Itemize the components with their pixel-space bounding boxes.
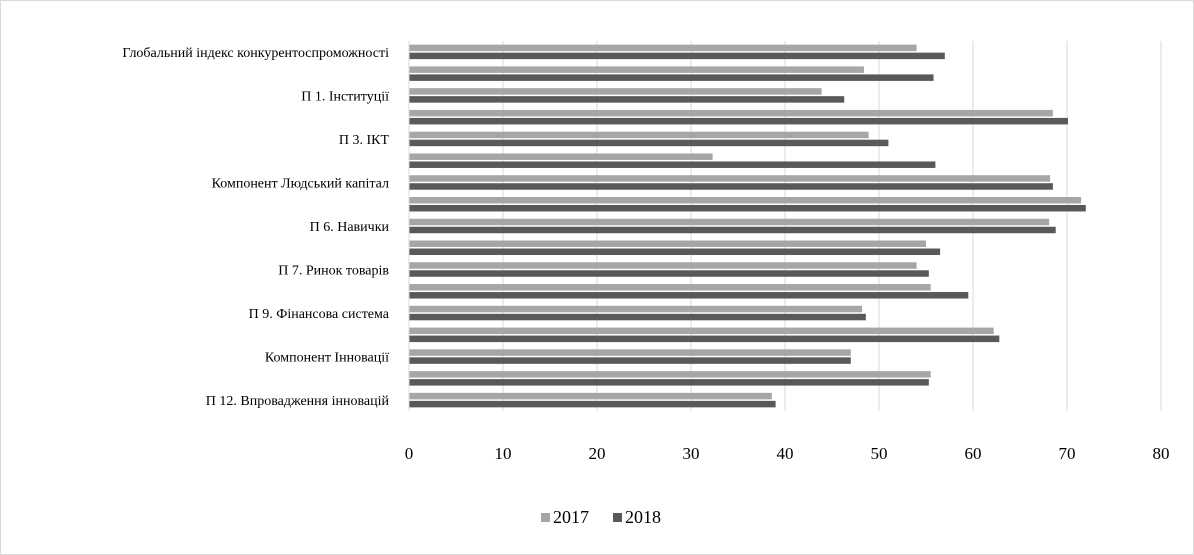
bar-2017-13	[409, 327, 994, 335]
bar-2018-12	[409, 313, 866, 321]
x-tick-label: 0	[405, 444, 414, 463]
legend-swatch-2017	[541, 513, 550, 522]
bar-2018-3	[409, 117, 1068, 125]
bar-2018-13	[409, 335, 1000, 343]
x-tick-label: 40	[777, 444, 794, 463]
bar-2018-4	[409, 139, 889, 147]
category-label: П 3. ІКТ	[339, 133, 390, 148]
category-label: П 7. Ринок товарів	[278, 264, 389, 279]
category-label: П 9. Фінансова система	[249, 307, 390, 322]
category-label: П 12. Впровадження інновацій	[206, 394, 390, 409]
bar-2018-9	[409, 248, 941, 256]
bar-2017-3	[409, 109, 1053, 117]
category-label: П 1. Інституції	[301, 89, 389, 104]
bar-2017-12	[409, 305, 863, 313]
legend-label-2017: 2017	[553, 507, 589, 527]
bar-2017-10	[409, 262, 917, 269]
x-tick-label: 70	[1059, 444, 1076, 463]
legend-swatch-2018	[613, 513, 622, 522]
x-tick-label: 20	[589, 444, 606, 463]
category-labels: Глобальний індекс конкурентоспроможності…	[122, 46, 389, 409]
bar-2017-0	[409, 44, 917, 52]
bar-2017-11	[409, 284, 931, 291]
x-tick-label: 30	[683, 444, 700, 463]
bar-2018-1	[409, 74, 934, 81]
bar-2018-11	[409, 292, 969, 299]
category-label: П 6. Навички	[310, 220, 390, 235]
bar-2017-16	[409, 392, 772, 400]
bar-2017-1	[409, 66, 864, 73]
bar-2018-10	[409, 270, 929, 277]
bar-2018-7	[409, 204, 1086, 212]
category-label: Компонент Людський капітал	[212, 176, 389, 191]
x-tick-labels: 0 10 20 30 40 50 60 70 80	[405, 444, 1170, 463]
bar-2018-14	[409, 357, 851, 364]
legend: 2017 2018	[541, 507, 661, 527]
x-tick-label: 80	[1153, 444, 1170, 463]
bars	[409, 44, 1086, 408]
bar-2017-4	[409, 131, 869, 139]
bar-2017-14	[409, 349, 851, 356]
bar-2017-7	[409, 196, 1082, 204]
bar-2017-6	[409, 175, 1051, 182]
bar-2018-0	[409, 52, 945, 60]
category-label: Компонент Інновації	[265, 351, 389, 366]
bar-2017-9	[409, 240, 926, 248]
bar-2017-8	[409, 218, 1050, 226]
bar-2018-15	[409, 379, 929, 386]
bar-2018-6	[409, 183, 1053, 190]
category-label: Глобальний індекс конкурентоспроможності	[122, 46, 389, 61]
bar-2018-2	[409, 96, 845, 103]
bar-2017-15	[409, 371, 931, 378]
bar-2017-2	[409, 88, 822, 95]
grid-lines	[408, 41, 1162, 411]
x-tick-label: 60	[965, 444, 982, 463]
x-tick-label: 10	[495, 444, 512, 463]
bar-2018-5	[409, 161, 936, 168]
bar-2017-5	[409, 153, 713, 160]
bar-2018-8	[409, 226, 1056, 234]
legend-label-2018: 2018	[625, 507, 661, 527]
x-tick-label: 50	[871, 444, 888, 463]
bar-2018-16	[409, 400, 776, 408]
